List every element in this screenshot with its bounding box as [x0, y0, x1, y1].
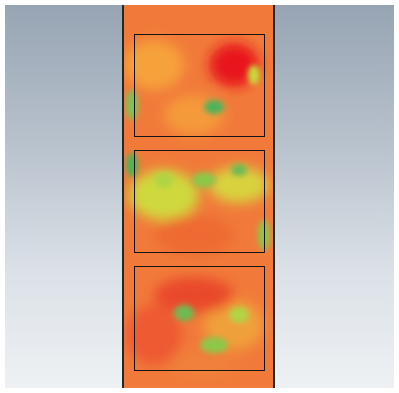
frame-middle [134, 150, 265, 253]
field-strip [122, 5, 275, 388]
field-map [124, 5, 273, 388]
field-blobs [124, 40, 269, 380]
frame-top [134, 34, 265, 137]
simulation-scene [5, 5, 394, 388]
field-cold-spots [126, 65, 270, 353]
frame-bottom [134, 266, 265, 371]
